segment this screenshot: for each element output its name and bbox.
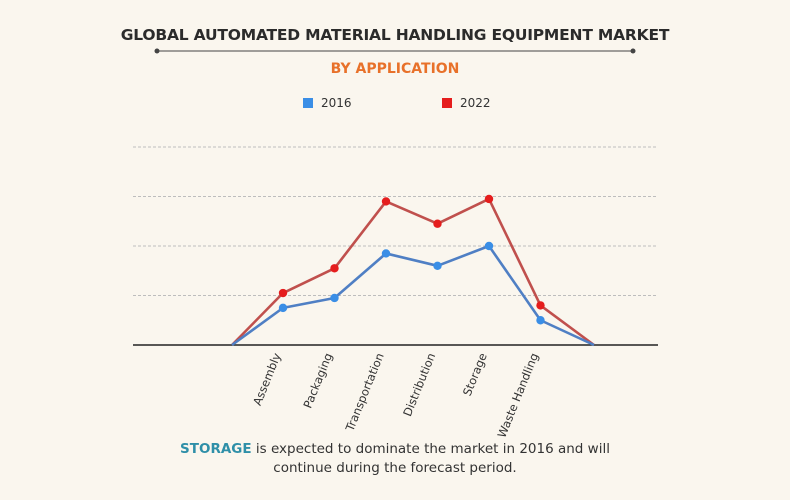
x-tick-label: Packaging bbox=[300, 351, 335, 410]
chart-subtitle: BY APPLICATION bbox=[330, 61, 460, 77]
x-tick-label: Storage bbox=[460, 351, 490, 398]
x-tick-label: Transportation bbox=[342, 351, 386, 434]
chart-caption: STORAGE is expected to dominate the mark… bbox=[0, 440, 790, 478]
caption-line-1: is expected to dominate the market in 20… bbox=[251, 441, 610, 457]
data-point-2022 bbox=[433, 219, 442, 228]
data-point-2016 bbox=[330, 293, 339, 303]
caption-highlight: STORAGE bbox=[180, 441, 252, 457]
legend-label-2022: 2022 bbox=[460, 96, 491, 110]
data-point-2022 bbox=[484, 194, 494, 204]
data-point-2022 bbox=[278, 288, 288, 298]
data-point-2022 bbox=[330, 264, 339, 273]
legend-swatch-2016 bbox=[303, 98, 313, 108]
title-divider bbox=[154, 48, 636, 54]
chart-title: GLOBAL AUTOMATED MATERIAL HANDLING EQUIP… bbox=[120, 26, 670, 44]
x-tick-label: Waste Handling bbox=[495, 351, 542, 440]
caption-line-2: continue during the forecast period. bbox=[273, 460, 517, 476]
data-point-2016 bbox=[433, 261, 442, 270]
legend-item-2016: 2016 bbox=[303, 96, 352, 110]
x-tick-label: Distribution bbox=[400, 351, 438, 418]
legend-label-2016: 2016 bbox=[321, 96, 352, 110]
data-point-2016 bbox=[484, 241, 494, 251]
data-point-2022 bbox=[536, 301, 545, 310]
series-line-2016 bbox=[231, 244, 595, 347]
legend-item-2022: 2022 bbox=[442, 96, 491, 110]
data-point-2016 bbox=[381, 249, 391, 258]
series-line-2022 bbox=[231, 197, 595, 347]
legend-swatch-2022 bbox=[442, 98, 452, 108]
x-tick-label: Assembly bbox=[250, 351, 284, 408]
data-point-2016 bbox=[536, 316, 545, 325]
data-point-2016 bbox=[278, 303, 288, 313]
data-point-2022 bbox=[381, 197, 391, 206]
